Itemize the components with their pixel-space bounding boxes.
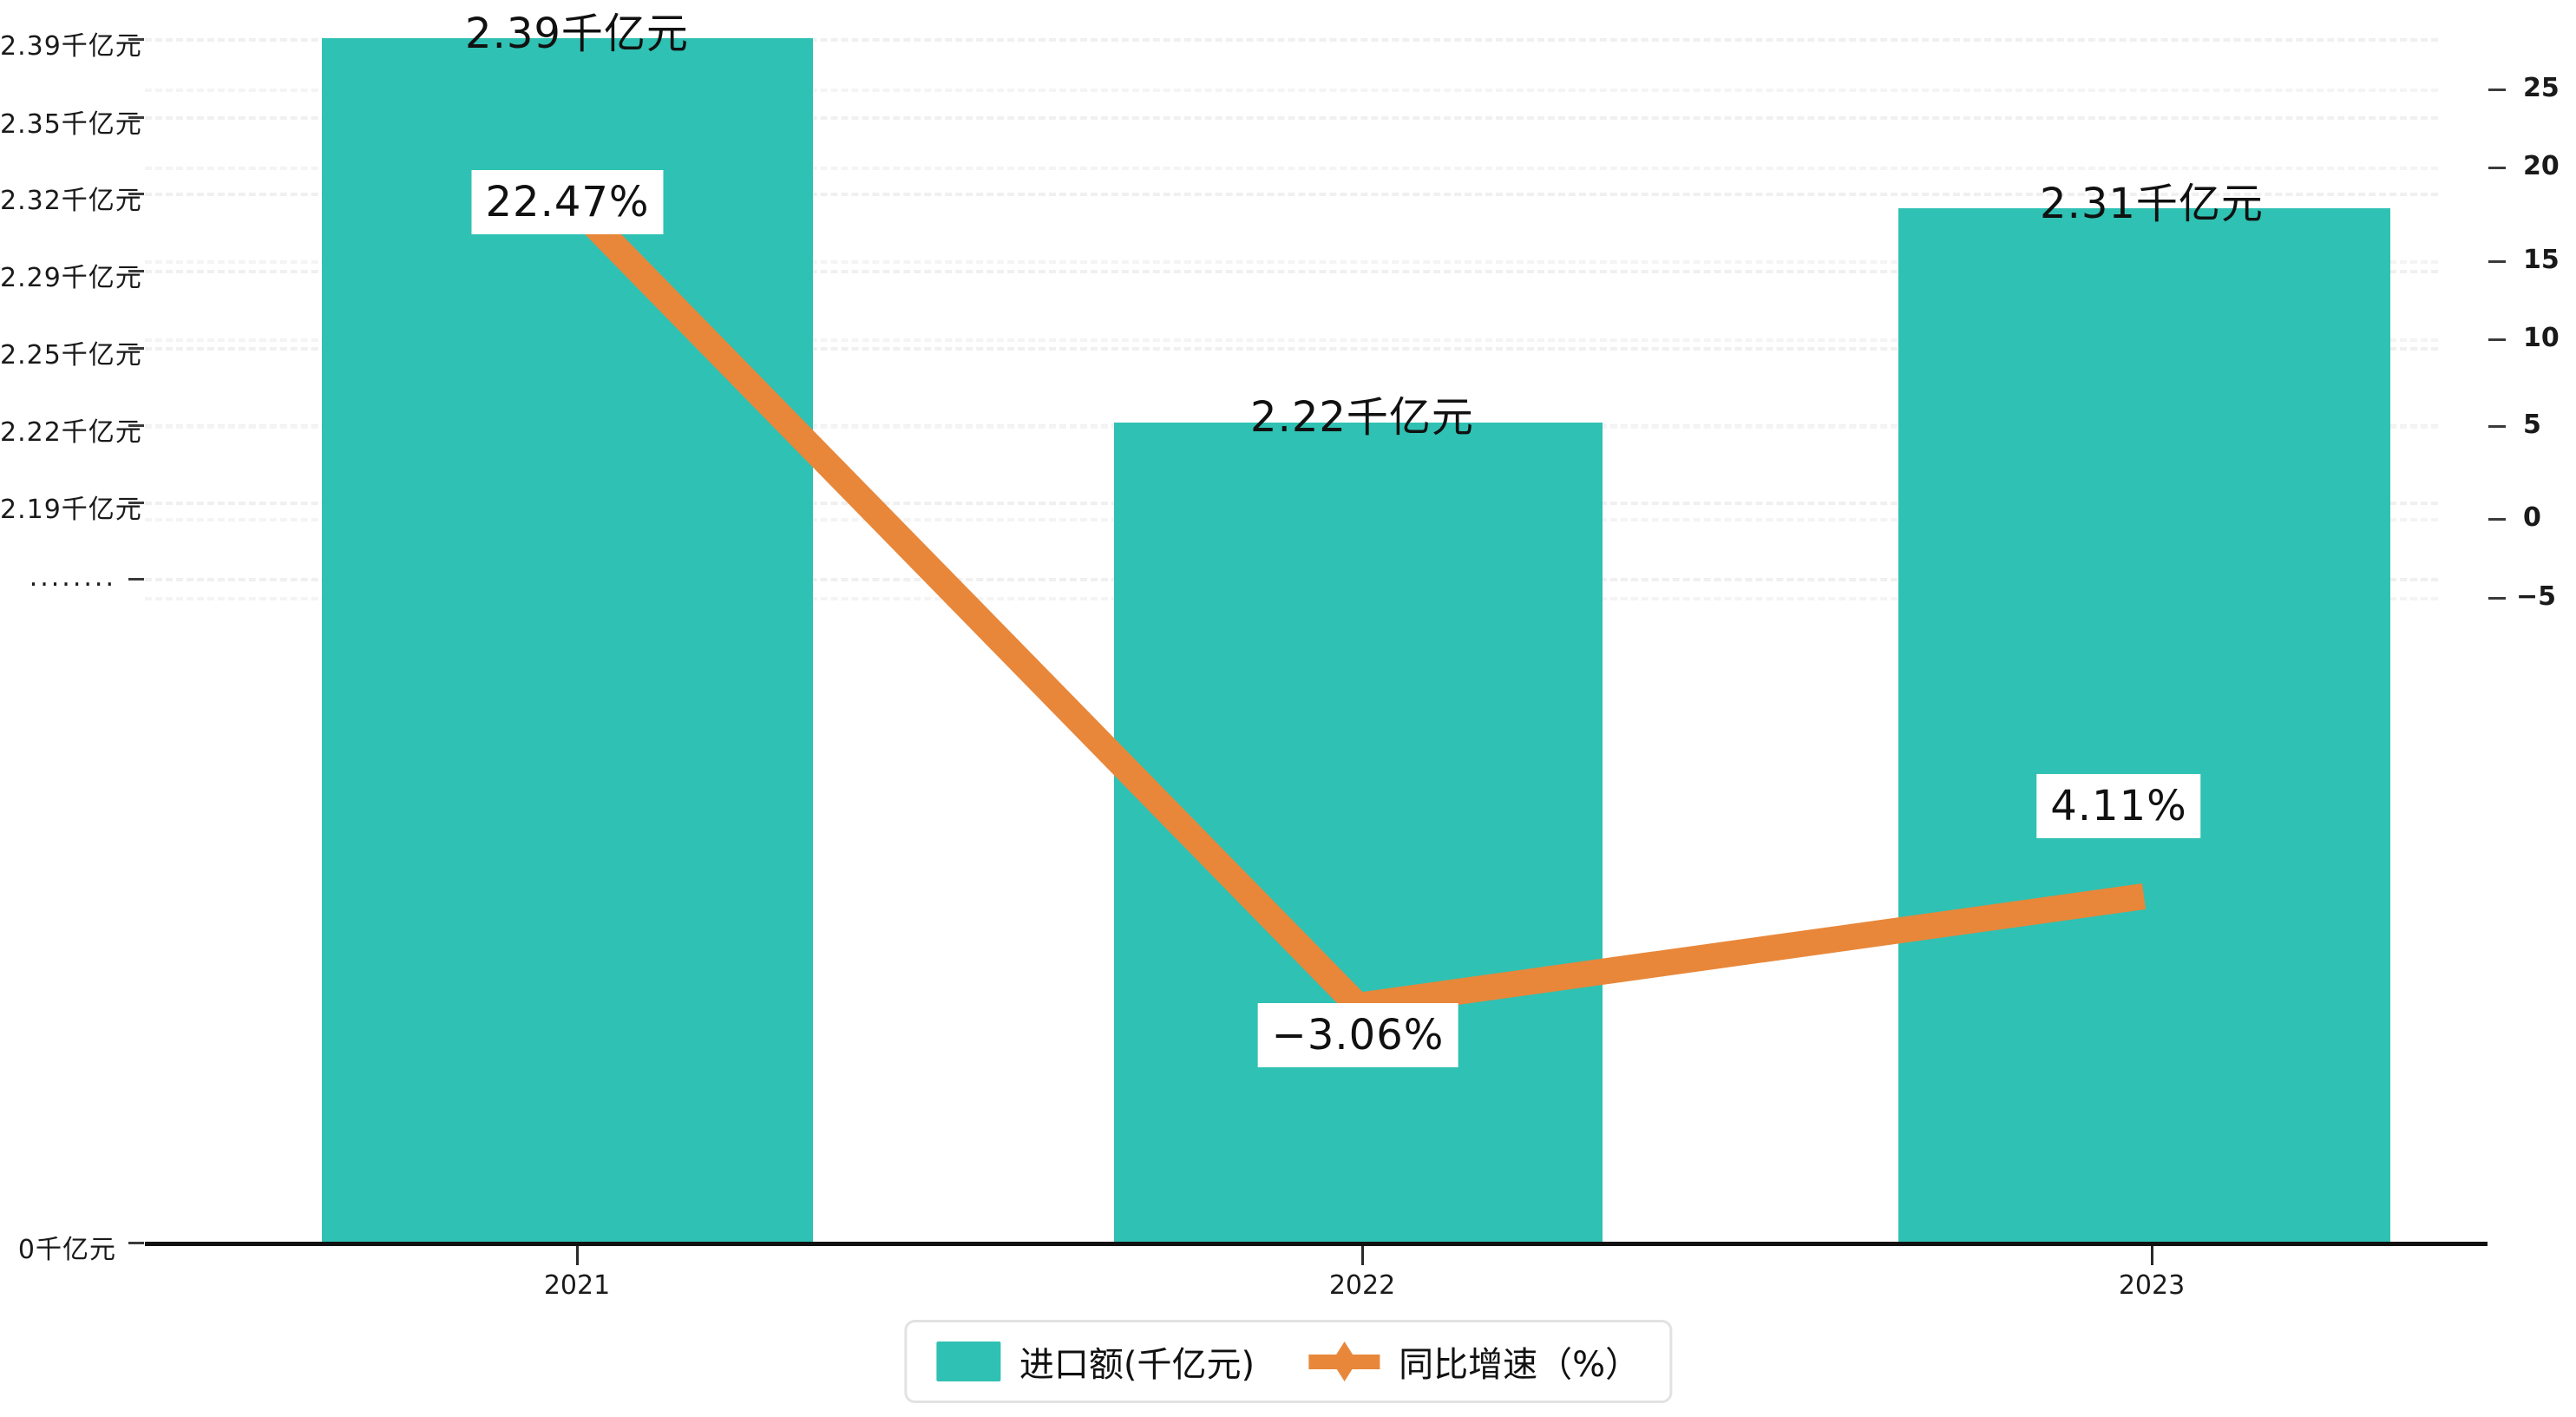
x-axis-tick <box>576 1246 579 1265</box>
y-axis-left-label: 2.35千亿元 <box>0 109 142 140</box>
gridline <box>145 89 2438 92</box>
y-axis-left-tick <box>128 116 144 119</box>
y-axis-right-label: 15 <box>2523 245 2560 275</box>
y-axis-right-label: 20 <box>2523 151 2560 181</box>
y-axis-left-tick <box>128 347 144 350</box>
gridline <box>145 38 2438 42</box>
y-axis-left-label: 2.22千亿元 <box>0 417 142 448</box>
y-axis-left-label-ellipsis: ........ <box>29 562 116 593</box>
y-axis-right-label: −5 <box>2516 581 2557 612</box>
y-axis-left-tick <box>128 193 144 195</box>
x-axis-line <box>145 1242 2488 1246</box>
bar-swatch-icon <box>935 1342 1000 1381</box>
bar-value-label-2021: 2.39千亿元 <box>465 10 689 58</box>
y-axis-right-tick <box>2488 167 2506 169</box>
y-axis-left-tick <box>128 424 144 427</box>
legend-item-growth-rate[interactable]: 同比增速（%） <box>1308 1336 1640 1387</box>
y-axis-left-label-zero: 0千亿元 <box>17 1235 116 1265</box>
y-axis-right-label: 0 <box>2523 502 2541 533</box>
line-value-label-2023: 4.11% <box>2036 774 2201 838</box>
x-axis-tick <box>2151 1246 2153 1265</box>
y-axis-right-tick <box>2488 518 2506 521</box>
y-axis-left-label: 2.29千亿元 <box>0 263 142 293</box>
x-axis-tick <box>1361 1246 1364 1265</box>
legend-label-import-amount: 进口额(千亿元) <box>1019 1345 1255 1385</box>
x-axis-label-2023: 2023 <box>2118 1270 2186 1301</box>
y-axis-left-tick <box>128 270 144 272</box>
y-axis-right-tick <box>2488 425 2506 428</box>
y-axis-right-label: 10 <box>2523 323 2560 353</box>
legend-item-import-amount[interactable]: 进口额(千亿元) <box>935 1336 1255 1387</box>
gridline <box>145 167 2438 170</box>
y-axis-right-tick <box>2488 338 2506 341</box>
y-axis-right-tick <box>2488 260 2506 263</box>
line-value-label-2021: 22.47% <box>471 170 664 234</box>
x-axis-label-2021: 2021 <box>543 1270 611 1301</box>
y-axis-left-tick <box>128 502 144 504</box>
line-diamond-swatch-icon <box>1308 1342 1380 1381</box>
y-axis-left-label: 2.39千亿元 <box>0 31 142 62</box>
bar-value-label-2022: 2.22千亿元 <box>1250 393 1474 442</box>
y-axis-right-tick <box>2488 597 2506 600</box>
y-axis-right-tick <box>2488 89 2506 91</box>
y-axis-left-label: 2.19千亿元 <box>0 495 142 525</box>
chart-legend: 进口额(千亿元) 同比增速（%） <box>903 1320 1673 1403</box>
y-axis-left-label: 2.25千亿元 <box>0 340 142 371</box>
y-axis-left-tick <box>128 578 144 581</box>
bar-2023[interactable] <box>1898 208 2390 1243</box>
line-value-label-2022: −3.06% <box>1257 1003 1458 1067</box>
y-axis-left-tick <box>128 1242 144 1244</box>
bar-2022[interactable] <box>1114 423 1603 1243</box>
y-axis-right-label: 5 <box>2523 410 2541 440</box>
y-axis-left-tick <box>128 38 144 41</box>
y-axis-right-label: 25 <box>2523 73 2560 103</box>
x-axis-label-2022: 2022 <box>1328 1270 1396 1301</box>
bar-value-label-2023: 2.31千亿元 <box>2040 180 2264 228</box>
y-axis-left-label: 2.32千亿元 <box>0 186 142 216</box>
legend-label-growth-rate: 同比增速（%） <box>1399 1345 1641 1385</box>
gridline <box>145 116 2438 120</box>
